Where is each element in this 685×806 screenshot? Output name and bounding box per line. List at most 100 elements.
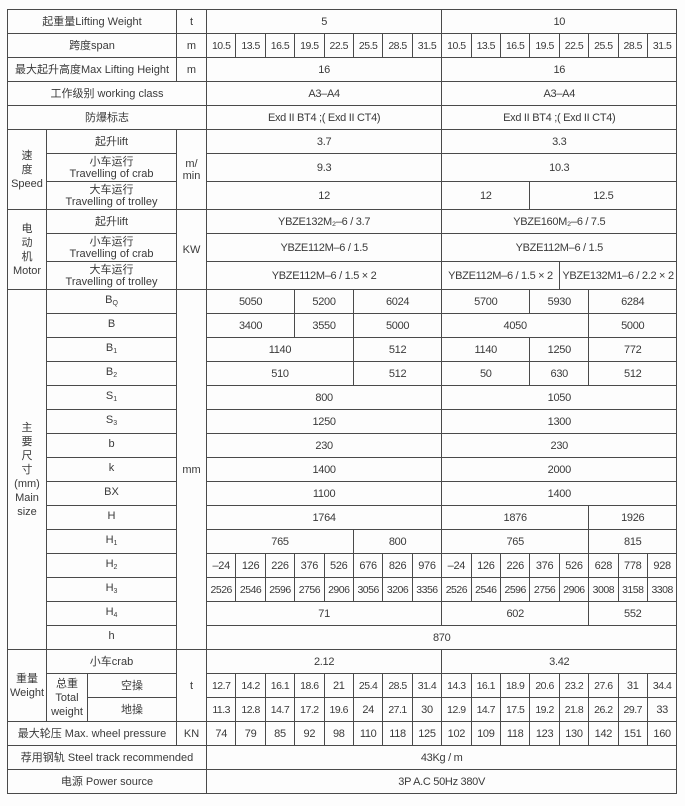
value-cell: 526	[323, 553, 354, 578]
value-cell: 4050	[441, 313, 590, 338]
value-cell: 43Kg / m	[205, 745, 678, 770]
value-cell: 118	[499, 721, 531, 746]
dimension-symbol: k	[108, 461, 115, 474]
value-cell: 79	[235, 721, 266, 746]
value-cell: 1050	[441, 385, 678, 410]
value-cell: 3356	[411, 577, 443, 602]
label-dimension: S3	[46, 409, 177, 434]
value-cell: 3308	[646, 577, 678, 602]
row-dimension: H2 –24 126 226 376 526 676 826 976 –24 126 226 376 52…	[8, 553, 678, 578]
value-cell: 1300	[441, 409, 678, 434]
row-motor-crab: 小车运行 Travelling of crab YBZE112M–6 / 1.5 Y…	[8, 233, 678, 262]
value-cell: 22.5	[323, 33, 354, 58]
value-cell: 5050	[205, 289, 296, 314]
label-dimension: h	[46, 625, 177, 650]
row-dimension: B1 1140 512 1140 1250 772	[8, 337, 678, 362]
label-dimension: k	[46, 457, 177, 482]
label-lift: 起升lift	[46, 209, 177, 234]
row-dimension: B 3400 3550 5000 4050 5000	[8, 313, 678, 338]
value-cell: 28.5	[382, 673, 413, 698]
value-cell: 1400	[441, 481, 678, 506]
dimension-symbol: H	[105, 533, 114, 546]
value-cell: 50	[441, 361, 531, 386]
value-cell: 3158	[617, 577, 648, 602]
value-cell: 21.8	[558, 697, 590, 722]
label-crab-weight: 小车crab	[46, 649, 177, 674]
dimension-symbol: H	[105, 605, 114, 618]
value-cell: 14.7	[264, 697, 296, 722]
dimension-subscript: 4	[113, 611, 118, 619]
value-cell: 976	[411, 553, 443, 578]
value-cell: 5	[205, 9, 443, 34]
row-dimension: H 1764 1876 1926	[8, 505, 678, 530]
row-dimension: H1 765 800 765 815	[8, 529, 678, 554]
row-dimension: H4 71 602 552	[8, 601, 678, 626]
dimension-symbol: B	[105, 365, 114, 378]
label-cab-operation: 空操	[87, 673, 177, 698]
value-cell: 16	[205, 57, 443, 82]
dimension-symbol: B	[105, 341, 114, 354]
value-cell: 3206	[382, 577, 413, 602]
label-working-class: 工作级别 working class	[7, 81, 207, 106]
dimension-subscript: 1	[113, 395, 118, 403]
value-cell: 12.9	[441, 697, 472, 722]
value-cell: 1140	[441, 337, 531, 362]
value-cell: 31.5	[411, 33, 443, 58]
row-explosion-mark: 防爆标志 Exd II BT4 ;( Exd II CT4) Exd II BT4…	[7, 105, 678, 130]
label-crab: 小车运行 Travelling of crab	[46, 153, 177, 182]
unit-t: t	[176, 649, 207, 722]
value-cell: 2546	[470, 577, 501, 602]
row-speed-trolley: 大车运行 Travelling of trolley 12 12 12.5	[8, 181, 678, 210]
value-cell: 2596	[264, 577, 296, 602]
value-cell: 376	[294, 553, 325, 578]
value-cell: YBZE132M₂–6 / 3.7	[205, 209, 443, 234]
value-cell: 1400	[205, 457, 443, 482]
label-dimension: H1	[46, 529, 177, 554]
value-cell: 1876	[441, 505, 590, 530]
value-cell: 602	[441, 601, 590, 626]
value-cell: 778	[617, 553, 648, 578]
label-dimension: H2	[46, 553, 177, 578]
value-cell: 29.7	[617, 697, 648, 722]
dimension-symbol: H	[105, 581, 114, 594]
dimension-subscript: 3	[113, 419, 118, 427]
label-dimension: H3	[46, 577, 177, 602]
group-text: Main	[15, 491, 39, 504]
unit-kw: KW	[176, 209, 207, 290]
row-dimension: H3 2526 2546 2596 2756 2906 3056 3206 3356 2526 25…	[8, 577, 678, 602]
dimension-subscript: 3	[113, 587, 118, 595]
value-cell: 3400	[205, 313, 296, 338]
value-cell: 5200	[294, 289, 354, 314]
group-text: Speed	[11, 177, 43, 190]
value-cell: 552	[588, 601, 678, 626]
value-cell: 151	[617, 721, 648, 746]
value-cell: 2756	[529, 577, 560, 602]
dimension-symbol: S	[105, 389, 114, 402]
value-cell: 870	[205, 625, 678, 650]
value-cell: 118	[382, 721, 413, 746]
value-cell: 109	[470, 721, 501, 746]
label-lifting-weight: 起重量Lifting Weight	[7, 9, 177, 34]
value-cell: 1926	[588, 505, 678, 530]
label-dimension: H4	[46, 601, 177, 626]
value-cell: 31.4	[411, 673, 443, 698]
value-cell: 12.8	[235, 697, 266, 722]
dimension-symbol: B	[107, 317, 116, 330]
value-cell: 1100	[205, 481, 443, 506]
value-cell: 19.2	[529, 697, 560, 722]
row-speed-crab: 小车运行 Travelling of crab 9.3 10.3	[8, 153, 678, 182]
row-power-source: 电源 Power source 3P A.C 50Hz 380V	[7, 769, 678, 794]
label-dimension: B1	[46, 337, 177, 362]
value-cell: 2526	[205, 577, 237, 602]
value-cell: YBZE132M1–6 / 2.2 × 2	[558, 261, 678, 290]
value-cell: 13.5	[470, 33, 501, 58]
unit-m: m	[176, 33, 207, 58]
group-text: Motor	[12, 264, 42, 277]
value-cell: 376	[529, 553, 560, 578]
value-cell: 98	[323, 721, 354, 746]
dimension-subscript: 2	[113, 371, 118, 379]
group-text: 重量	[16, 672, 38, 685]
value-cell: 17.5	[499, 697, 531, 722]
label-steel-track: 荐用钢轨 Steel track recommended	[7, 745, 207, 770]
dimension-subscript: Q	[112, 299, 118, 307]
